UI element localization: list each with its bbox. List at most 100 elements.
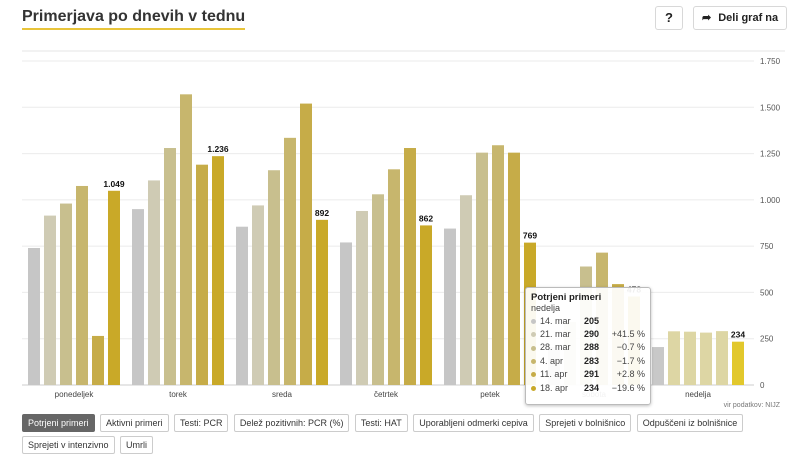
share-button[interactable]: ➦ Deli graf na bbox=[693, 6, 787, 30]
tooltip-row: 4. apr 283 −1.7 % bbox=[531, 354, 645, 367]
bar[interactable] bbox=[388, 169, 400, 385]
data-source: vir podatkov: NIJZ bbox=[723, 402, 780, 409]
tab-sprejeti-bolnisnica[interactable]: Sprejeti v bolnišnico bbox=[539, 414, 632, 432]
x-tick-label: četrtek bbox=[374, 390, 399, 399]
bar[interactable] bbox=[508, 152, 520, 385]
tab-testi-hat[interactable]: Testi: HAT bbox=[354, 414, 408, 432]
bar[interactable] bbox=[444, 228, 456, 385]
chart-tooltip: Potrjeni primeri nedelja 14. mar 205 21. … bbox=[525, 287, 651, 405]
tooltip-value: 234 bbox=[584, 382, 600, 393]
data-label: 234 bbox=[731, 330, 745, 340]
tab-testi-pcr[interactable]: Testi: PCR bbox=[173, 414, 229, 432]
tooltip-change bbox=[604, 314, 645, 327]
data-label: 1.236 bbox=[207, 144, 229, 154]
data-label: 769 bbox=[523, 231, 537, 241]
tooltip-change: −0.7 % bbox=[616, 342, 645, 353]
y-tick-label: 500 bbox=[760, 288, 774, 297]
tooltip-value: 288 bbox=[584, 342, 600, 353]
bar[interactable] bbox=[164, 148, 176, 385]
bar[interactable] bbox=[700, 332, 712, 385]
bar[interactable] bbox=[404, 148, 416, 385]
tooltip-subtitle: nedelja bbox=[531, 303, 561, 313]
tooltip-date: 21. mar bbox=[540, 329, 571, 340]
bar[interactable] bbox=[372, 194, 384, 385]
x-tick-label: torek bbox=[169, 390, 188, 399]
bar[interactable] bbox=[212, 156, 224, 385]
bar[interactable] bbox=[732, 341, 744, 385]
tooltip-value: 291 bbox=[584, 369, 600, 380]
share-button-label: Deli graf na bbox=[718, 12, 779, 24]
tab-sprejeti-intenzivno[interactable]: Sprejeti v intenzivno bbox=[22, 436, 115, 454]
bar[interactable] bbox=[76, 185, 88, 385]
bar[interactable] bbox=[684, 331, 696, 385]
tooltip-table: 14. mar 205 21. mar 290 +41.5 % 28. mar 288 −… bbox=[531, 314, 645, 394]
tooltip-row: 11. apr 291 +2.8 % bbox=[531, 368, 645, 381]
bar-chart: 0 250 500 750 1.000 1.250 1.500 1.750 1.049 poned… bbox=[22, 50, 785, 399]
y-tick-label: 1.250 bbox=[760, 150, 781, 159]
bar[interactable] bbox=[44, 215, 56, 385]
bar[interactable] bbox=[268, 170, 280, 385]
tooltip-row: 14. mar 205 bbox=[531, 314, 645, 327]
tab-potrjeni-primeri[interactable]: Potrjeni primeri bbox=[22, 414, 95, 432]
bar[interactable] bbox=[236, 226, 248, 385]
series-dot-icon bbox=[531, 385, 536, 391]
chart-title: Primerjava po dnevih v tednu bbox=[22, 8, 246, 30]
tooltip-title: Potrjeni primeri bbox=[531, 292, 602, 303]
y-tick-label: 0 bbox=[760, 381, 765, 390]
tab-odpusceni-bolnisnica[interactable]: Odpuščeni iz bolnišnice bbox=[636, 414, 744, 432]
x-tick-label: ponedeljek bbox=[55, 390, 95, 399]
tab-umrli[interactable]: Umrli bbox=[120, 436, 153, 454]
tab-delez-pozitivnih[interactable]: Delež pozitivnih: PCR (%) bbox=[233, 414, 350, 432]
bar[interactable] bbox=[196, 164, 208, 385]
bar[interactable] bbox=[716, 331, 728, 385]
tooltip-row: 18. apr 234 −19.6 % bbox=[531, 381, 645, 394]
bar[interactable] bbox=[668, 331, 680, 385]
tooltip-row: 28. mar 288 −0.7 % bbox=[531, 341, 645, 354]
share-arrow-icon: ➦ bbox=[702, 12, 712, 24]
y-tick-label: 750 bbox=[760, 242, 774, 251]
bar[interactable] bbox=[300, 103, 312, 385]
help-button[interactable]: ? bbox=[655, 6, 683, 30]
tooltip-row: 21. mar 290 +41.5 % bbox=[531, 327, 645, 340]
bar[interactable] bbox=[92, 335, 104, 385]
tooltip-change: −1.7 % bbox=[616, 355, 645, 366]
y-tick-label: 1.750 bbox=[760, 57, 781, 66]
tooltip-date: 28. mar bbox=[540, 342, 571, 353]
bar[interactable] bbox=[340, 242, 352, 385]
data-label: 892 bbox=[315, 208, 329, 218]
tooltip-value: 205 bbox=[584, 315, 600, 326]
bar[interactable] bbox=[356, 210, 368, 385]
tooltip-change: +41.5 % bbox=[611, 329, 645, 340]
y-tick-label: 1.000 bbox=[760, 196, 781, 205]
bar[interactable] bbox=[148, 180, 160, 385]
metric-tabs: Potrjeni primeri Aktivni primeri Testi: … bbox=[22, 414, 792, 458]
bar[interactable] bbox=[492, 145, 504, 385]
bar[interactable] bbox=[132, 209, 144, 385]
tab-odmerki-cepiva[interactable]: Uporabljeni odmerki cepiva bbox=[413, 414, 534, 432]
y-tick-label: 250 bbox=[760, 335, 774, 344]
tab-aktivni-primeri[interactable]: Aktivni primeri bbox=[99, 414, 169, 432]
series-dot-icon bbox=[531, 372, 536, 378]
data-label: 862 bbox=[419, 213, 433, 223]
tooltip-change: −19.6 % bbox=[611, 382, 645, 393]
bar[interactable] bbox=[108, 190, 120, 385]
bar[interactable] bbox=[28, 247, 40, 385]
bar[interactable] bbox=[60, 203, 72, 385]
bar[interactable] bbox=[252, 205, 264, 385]
bar[interactable] bbox=[476, 152, 488, 385]
tooltip-change: +2.8 % bbox=[616, 369, 645, 380]
bar[interactable] bbox=[284, 137, 296, 385]
bar[interactable] bbox=[316, 219, 328, 385]
series-dot-icon bbox=[531, 318, 536, 324]
x-tick-label: nedelja bbox=[685, 390, 711, 399]
tooltip-value: 283 bbox=[584, 355, 600, 366]
y-tick-label: 1.500 bbox=[760, 103, 781, 112]
series-dot-icon bbox=[531, 358, 536, 364]
tooltip-value: 290 bbox=[584, 329, 600, 340]
bar[interactable] bbox=[420, 225, 432, 385]
x-tick-label: sreda bbox=[272, 390, 293, 399]
bar[interactable] bbox=[652, 347, 664, 385]
bar[interactable] bbox=[180, 94, 192, 385]
data-label: 1.049 bbox=[103, 179, 125, 189]
bar[interactable] bbox=[460, 195, 472, 385]
